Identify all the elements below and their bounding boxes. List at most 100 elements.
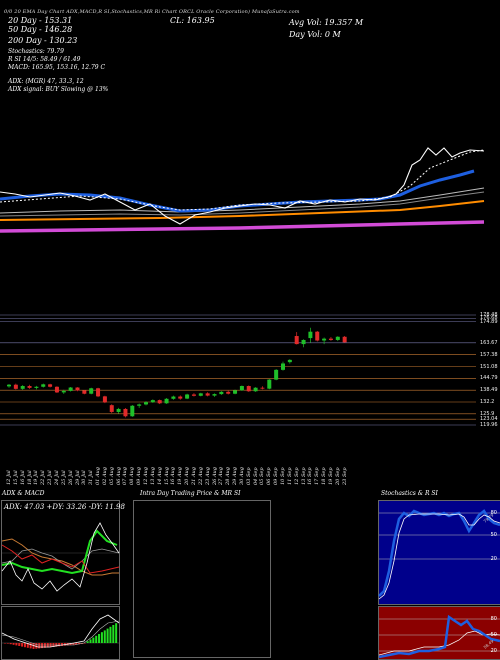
- date-label: 17 Sep: [314, 467, 321, 485]
- candle: [281, 361, 285, 371]
- candle-body: [246, 386, 251, 392]
- price-line: [0, 147, 485, 225]
- candle: [233, 389, 238, 395]
- date-label: 24 Jul: [53, 470, 60, 485]
- price-level-label: 123.04: [480, 416, 498, 423]
- candle-body: [328, 338, 333, 340]
- ema50-label: 50 Day - 146.28: [8, 25, 73, 34]
- candle: [212, 393, 217, 397]
- date-label: 15 Jul: [12, 470, 19, 485]
- date-label: 25 Jul: [60, 470, 67, 485]
- price-level-label: 178.48: [480, 312, 498, 318]
- candle-body: [322, 338, 327, 341]
- macd-bar: [58, 643, 61, 647]
- date-label: 19 Sep: [327, 467, 334, 485]
- candle-body: [260, 387, 265, 389]
- candle-body: [178, 396, 183, 399]
- price-level-label: 125.9: [480, 410, 495, 417]
- date-label: 09 Sep: [273, 467, 280, 485]
- date-label: 06 Aug: [115, 467, 122, 485]
- macd-bar: [9, 643, 12, 645]
- adx-readout: ADX: (MGR) 47, 33.3, 12: [8, 78, 84, 85]
- date-label: 18 Jul: [26, 470, 33, 485]
- date-label: 27 Aug: [218, 467, 225, 485]
- stoch-d-line: [378, 513, 500, 600]
- candle: [253, 387, 258, 392]
- ema-slow-line: [0, 220, 485, 233]
- candle-body: [287, 359, 292, 363]
- macd-bar: [6, 643, 9, 644]
- candle-body: [150, 400, 155, 403]
- candle: [226, 390, 231, 395]
- stoch-level-80: 80: [491, 510, 497, 516]
- adx-signal-readout: ADX signal: BUY Slowing @ 13%: [8, 86, 109, 93]
- macd-bar: [78, 643, 81, 645]
- candle-body: [116, 408, 121, 412]
- candle: [75, 387, 80, 392]
- date-label: 11 Sep: [286, 467, 293, 485]
- candle: [157, 399, 162, 405]
- candle: [322, 337, 327, 345]
- price-level-label: 144.79: [480, 375, 498, 382]
- candle-body: [281, 363, 285, 370]
- minus-di-line: [1, 544, 120, 574]
- candle-body: [34, 386, 39, 388]
- candle-body: [157, 400, 162, 404]
- candle-body: [219, 391, 224, 395]
- ema-gray-line-2: [0, 191, 485, 217]
- candle: [198, 392, 203, 397]
- date-label: 12 Jul: [6, 470, 12, 485]
- candle: [82, 389, 87, 395]
- macd-bar: [12, 643, 15, 645]
- macd-bar: [26, 643, 29, 648]
- rsi-level-20: 20: [491, 648, 497, 654]
- intraday-title: Intra Day Trading Price & MR SI: [140, 490, 241, 497]
- candle-body: [185, 394, 190, 399]
- macd-bar: [29, 643, 32, 649]
- candle-body: [171, 396, 176, 399]
- rsi-level-50: 50: [491, 632, 497, 638]
- date-label: 05 Aug: [108, 467, 115, 485]
- candle-body: [109, 405, 114, 412]
- candle-body: [130, 405, 135, 417]
- date-label: 06 Sep: [266, 467, 273, 485]
- macd-bar: [112, 625, 115, 643]
- adx-panel-readout: ADX: 47.03 +DY: 33.26 -DY: 11.98: [4, 503, 125, 511]
- candle-body: [123, 408, 128, 417]
- date-label: 14 Aug: [156, 467, 163, 485]
- candle-body: [89, 388, 94, 394]
- candle-body: [164, 398, 169, 404]
- header-overlap-line: 0/0 20 EMA Day Chart ADX,MACD,R SI,Stoch…: [4, 9, 300, 15]
- date-label: 13 Sep: [300, 467, 307, 485]
- price-level-label: 151.08: [480, 363, 498, 370]
- macd-bar: [89, 639, 92, 643]
- date-label: 05 Sep: [259, 467, 266, 485]
- candle: [342, 336, 347, 343]
- macd-bar: [98, 634, 101, 643]
- candle: [308, 327, 313, 343]
- candle: [7, 383, 11, 388]
- candle: [68, 386, 73, 392]
- close-label: CL: 163.95: [170, 16, 215, 25]
- candle: [171, 395, 176, 400]
- date-label: 23 Jul: [47, 470, 54, 485]
- ma-chart: [0, 147, 485, 233]
- price-level-lines: [0, 314, 476, 426]
- candle: [102, 395, 107, 404]
- date-label: 19 Jul: [33, 470, 40, 485]
- date-label: 09 Aug: [136, 467, 143, 485]
- stoch-level-20: 20: [491, 556, 497, 562]
- date-label: 15 Aug: [163, 467, 170, 485]
- macd-bar: [106, 628, 109, 643]
- date-label: 31 Jul: [88, 470, 95, 485]
- candle: [137, 403, 142, 408]
- macd-bar: [35, 643, 38, 649]
- candlestick-chart: [0, 314, 476, 426]
- candle-body: [68, 387, 73, 391]
- candle-body: [198, 393, 203, 396]
- candle-body: [7, 384, 11, 387]
- candle: [185, 393, 190, 400]
- price-level-label: 132.2: [480, 398, 495, 405]
- price-level-label: 174.89: [480, 318, 498, 325]
- price-level-label: 163.67: [480, 339, 498, 346]
